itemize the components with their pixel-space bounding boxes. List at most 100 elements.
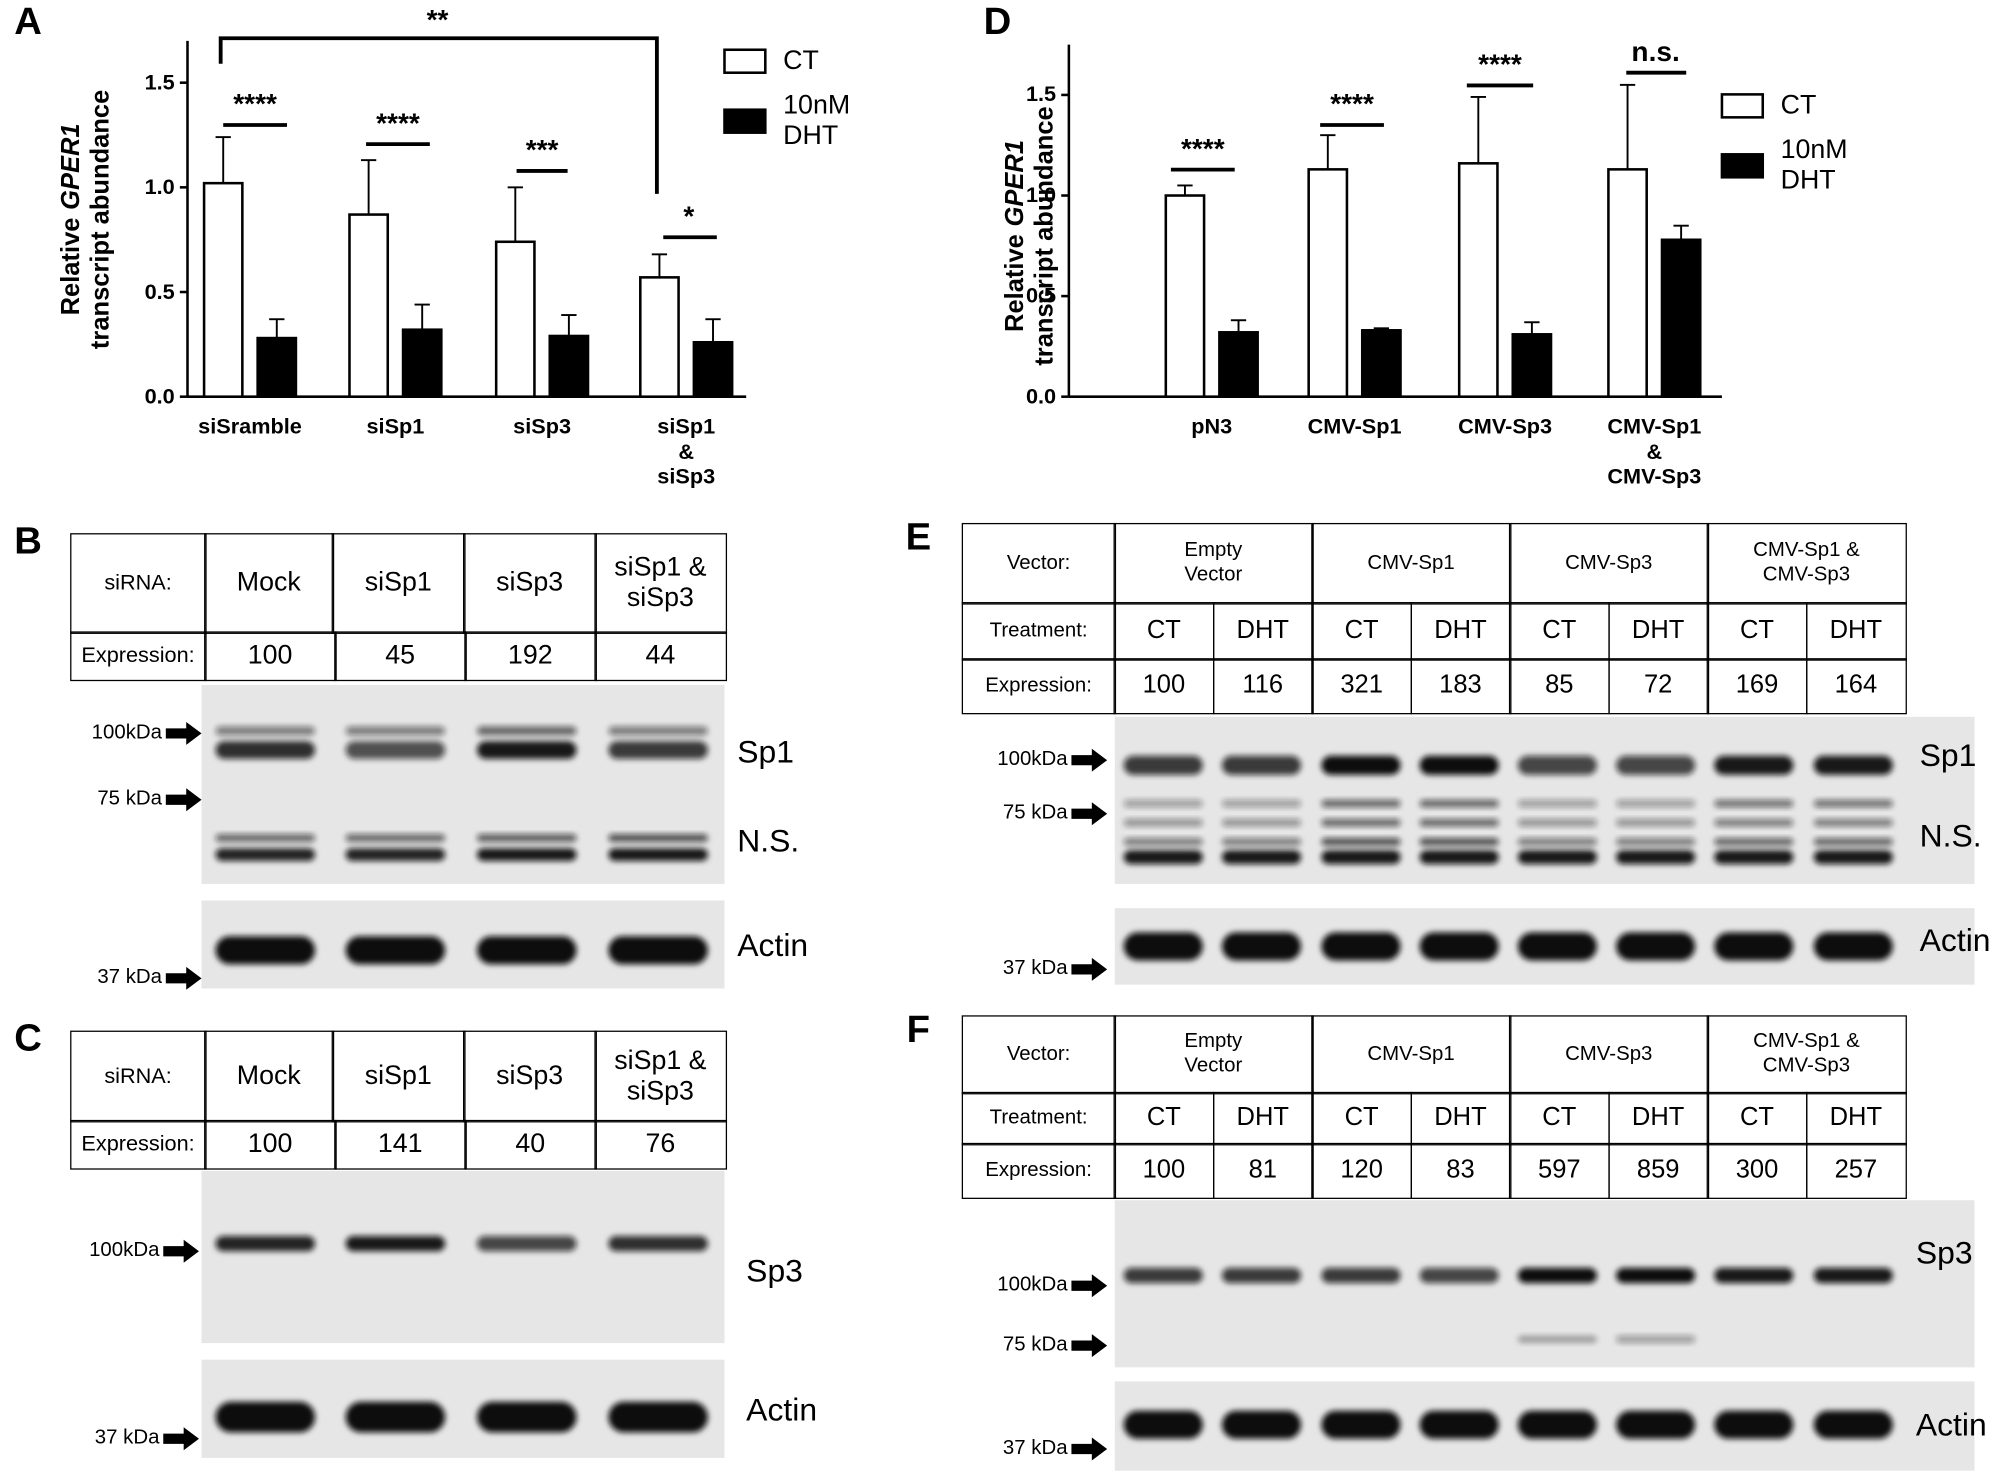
significance-label: ** [426, 3, 449, 36]
blot-band [477, 741, 577, 759]
table-value: 192 [464, 631, 597, 681]
bar [348, 213, 390, 398]
blot-band [345, 834, 446, 842]
table-column-header: siSp3 [463, 533, 597, 634]
blot-band [1517, 932, 1597, 961]
table-column-header: siSp3 [463, 1030, 597, 1122]
table-row-label: Expression: [70, 1119, 206, 1170]
blot-band [1123, 755, 1203, 775]
x-tick-label: siSp1 & siSp3 [657, 414, 716, 489]
blot-band [1714, 818, 1794, 827]
x-tick-label: siSramble [198, 414, 302, 439]
table-treatment: DHT [1410, 1091, 1511, 1145]
blot-band [1321, 850, 1401, 865]
blot-band [345, 936, 446, 965]
marker-arrow [163, 1427, 199, 1451]
marker-label: 75 kDa [1002, 802, 1068, 824]
blot-band [608, 1235, 708, 1252]
x-tick-label: pN3 [1191, 414, 1233, 439]
table-treatment: DHT [1805, 1091, 1907, 1145]
table-value: 257 [1805, 1142, 1907, 1199]
table-value: 116 [1212, 658, 1314, 714]
bar [401, 328, 443, 398]
marker-label: 37 kDa [1002, 957, 1068, 980]
blot-band [1419, 838, 1499, 846]
blot-band [1221, 850, 1302, 865]
panel-label: A [14, 0, 42, 44]
blot-band [1714, 1410, 1794, 1439]
blot-band [345, 726, 446, 736]
marker-arrow [1071, 1274, 1108, 1298]
blot-band [215, 741, 316, 759]
band-label: N.S. [737, 823, 800, 860]
blot-band [1419, 755, 1499, 775]
blot-band [1419, 1267, 1499, 1284]
table-treatment: CT [1508, 602, 1610, 661]
bar [639, 276, 680, 398]
table-treatment: DHT [1805, 602, 1907, 661]
significance-label: **** [1180, 132, 1225, 165]
blot-band [215, 936, 316, 965]
marker-label: 100kDa [91, 721, 162, 744]
table-value: 183 [1410, 658, 1511, 714]
table-value: 72 [1607, 658, 1709, 714]
blot-band [1321, 1267, 1401, 1284]
y-tick-label: 1.0 [144, 174, 175, 200]
blot-band [1321, 932, 1401, 961]
blot-band [1419, 932, 1499, 961]
blot-band [1813, 838, 1893, 846]
marker-arrow [1071, 1334, 1108, 1358]
blot-band [1714, 1267, 1794, 1284]
y-tick-label: 1.0 [1025, 183, 1057, 208]
blot-band [608, 834, 708, 842]
blot-band [477, 1401, 577, 1433]
bar [1218, 331, 1259, 398]
blot-band [1616, 1267, 1696, 1284]
table-value: 100 [1113, 1142, 1215, 1199]
table-value: 120 [1311, 1142, 1412, 1199]
table-row-label: siRNA: [70, 1030, 206, 1122]
blot-band [1813, 755, 1893, 775]
significance-label: * [683, 199, 695, 232]
blot-band [608, 726, 708, 736]
panel-label: C [14, 1017, 42, 1060]
blot-band [1616, 932, 1696, 961]
marker-arrow [163, 1239, 199, 1263]
table-row-label: Expression: [70, 631, 206, 681]
blot-band [1123, 1267, 1203, 1284]
blot-band [345, 1235, 446, 1252]
table-row-label: Treatment: [961, 602, 1116, 661]
table-treatment: CT [1508, 1091, 1610, 1145]
band-label: Sp1 [737, 734, 794, 770]
blot-band [477, 1235, 577, 1252]
blot-band [1813, 1410, 1893, 1439]
blot-band [1813, 850, 1893, 865]
table-row-label: siRNA: [70, 533, 206, 634]
blot-band [1813, 932, 1893, 961]
marker-arrow [1071, 1437, 1108, 1461]
table-treatment: CT [1113, 602, 1215, 661]
x-tick-label: CMV-Sp3 [1458, 414, 1553, 439]
y-tick-label: 0.0 [144, 384, 175, 409]
significance-label: **** [1478, 48, 1522, 80]
significance-bracket [218, 36, 659, 194]
table-row-label: Expression: [961, 658, 1116, 714]
blot-band [1123, 838, 1203, 846]
y-label-line: transcript abundance [1030, 106, 1059, 366]
blot-band [215, 1401, 316, 1433]
bar [256, 336, 298, 398]
table-treatment: CT [1113, 1091, 1215, 1145]
y-tick-label: 0.5 [144, 279, 175, 304]
legend-swatch [723, 108, 767, 134]
blot-band [1123, 818, 1203, 827]
table-row-label: Vector: [961, 1015, 1116, 1094]
legend-swatch [1720, 93, 1765, 119]
blot-band [477, 936, 577, 965]
table-treatment: DHT [1607, 1091, 1709, 1145]
blot-band [1123, 932, 1203, 961]
x-tick-label: siSp3 [513, 414, 572, 439]
table-column-header: Mock [204, 1030, 334, 1122]
band-label: N.S. [1919, 818, 1982, 855]
blot-band [608, 741, 708, 759]
y-label-line: transcript abundance [86, 89, 115, 350]
